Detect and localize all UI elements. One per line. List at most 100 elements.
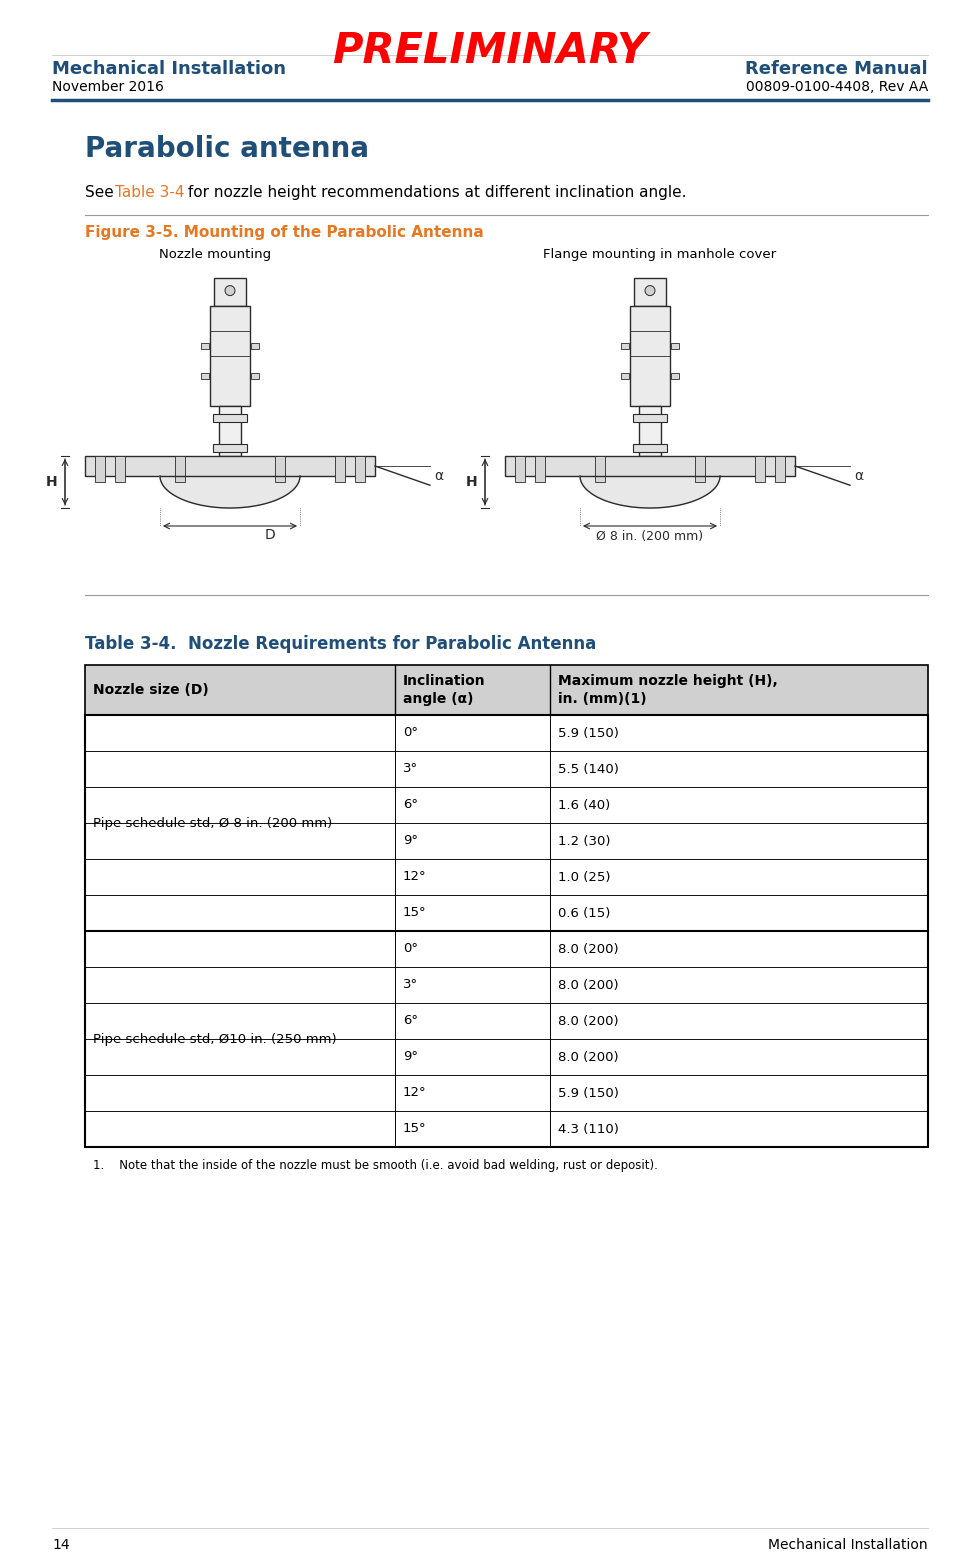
Text: Flange mounting in manhole cover: Flange mounting in manhole cover <box>543 248 776 261</box>
Text: 8.0 (200): 8.0 (200) <box>557 1050 618 1064</box>
Text: Reference Manual: Reference Manual <box>744 61 927 78</box>
Bar <box>634 278 665 306</box>
Bar <box>85 787 927 823</box>
Bar <box>200 343 208 349</box>
Polygon shape <box>579 477 719 508</box>
Text: α: α <box>433 469 443 483</box>
Bar <box>754 457 764 481</box>
Bar <box>85 714 927 1148</box>
Bar <box>775 457 784 481</box>
Text: 6°: 6° <box>403 1014 418 1028</box>
Bar <box>85 895 927 930</box>
Bar <box>275 457 285 481</box>
Bar <box>505 457 794 477</box>
Text: 3°: 3° <box>403 763 418 775</box>
Text: 9°: 9° <box>403 1050 418 1064</box>
Text: 12°: 12° <box>403 871 426 884</box>
Bar <box>620 373 628 379</box>
Bar <box>213 444 246 452</box>
Bar <box>85 714 927 752</box>
Text: PRELIMINARY: PRELIMINARY <box>332 30 646 71</box>
Bar <box>639 405 660 457</box>
Bar <box>250 343 259 349</box>
Text: H: H <box>465 475 476 489</box>
Bar <box>213 415 246 422</box>
Bar <box>85 1039 927 1075</box>
Text: Pipe schedule std, Ø 8 in. (200 mm): Pipe schedule std, Ø 8 in. (200 mm) <box>93 817 332 829</box>
Text: 15°: 15° <box>403 907 426 919</box>
Text: See: See <box>85 185 118 200</box>
Text: Mechanical Installation: Mechanical Installation <box>768 1537 927 1551</box>
Text: 1.0 (25): 1.0 (25) <box>557 871 610 884</box>
Text: Table 3-4: Table 3-4 <box>114 185 184 200</box>
Circle shape <box>645 286 654 295</box>
Text: 0°: 0° <box>403 727 418 739</box>
Bar <box>85 930 927 968</box>
Bar <box>670 343 679 349</box>
Text: 8.0 (200): 8.0 (200) <box>557 978 618 991</box>
Text: 14: 14 <box>52 1537 69 1551</box>
Text: November 2016: November 2016 <box>52 81 163 95</box>
Bar <box>694 457 704 481</box>
Bar <box>85 665 927 714</box>
Bar <box>670 373 679 379</box>
Bar <box>633 415 666 422</box>
Text: 0.6 (15): 0.6 (15) <box>557 907 609 919</box>
Bar <box>85 1075 927 1110</box>
Text: Pipe schedule std, Ø10 in. (250 mm): Pipe schedule std, Ø10 in. (250 mm) <box>93 1033 336 1045</box>
Text: α: α <box>853 469 863 483</box>
Bar <box>355 457 365 481</box>
Text: 12°: 12° <box>403 1087 426 1100</box>
Text: 4.3 (110): 4.3 (110) <box>557 1123 618 1135</box>
Bar <box>334 457 344 481</box>
Bar <box>85 752 927 787</box>
Bar <box>595 457 604 481</box>
Text: 15°: 15° <box>403 1123 426 1135</box>
Bar <box>219 405 241 457</box>
Bar <box>514 457 524 481</box>
Bar <box>620 343 628 349</box>
Bar <box>95 457 105 481</box>
Bar <box>85 823 927 859</box>
Text: 5.5 (140): 5.5 (140) <box>557 763 618 775</box>
Bar <box>85 1003 927 1039</box>
Text: Mechanical Installation: Mechanical Installation <box>52 61 286 78</box>
Text: for nozzle height recommendations at different inclination angle.: for nozzle height recommendations at dif… <box>183 185 686 200</box>
Text: Inclination
angle (α): Inclination angle (α) <box>403 674 485 705</box>
Text: 8.0 (200): 8.0 (200) <box>557 943 618 955</box>
Text: Maximum nozzle height (H),
in. (mm)(1): Maximum nozzle height (H), in. (mm)(1) <box>557 674 777 705</box>
Text: 6°: 6° <box>403 798 418 812</box>
Bar <box>85 1110 927 1148</box>
Bar <box>85 859 927 895</box>
Bar <box>85 968 927 1003</box>
Text: Figure 3-5. Mounting of the Parabolic Antenna: Figure 3-5. Mounting of the Parabolic An… <box>85 225 483 241</box>
Text: H: H <box>45 475 57 489</box>
Bar <box>200 373 208 379</box>
Bar <box>85 457 375 477</box>
Text: 5.9 (150): 5.9 (150) <box>557 1087 618 1100</box>
Text: 3°: 3° <box>403 978 418 991</box>
Polygon shape <box>159 477 299 508</box>
Text: 1.    Note that the inside of the nozzle must be smooth (i.e. avoid bad welding,: 1. Note that the inside of the nozzle mu… <box>93 1159 657 1173</box>
Circle shape <box>225 286 235 295</box>
Text: 00809-0100-4408, Rev AA: 00809-0100-4408, Rev AA <box>745 81 927 95</box>
Text: Nozzle size (D): Nozzle size (D) <box>93 683 208 697</box>
Text: 0°: 0° <box>403 943 418 955</box>
Bar <box>630 306 669 405</box>
Text: 1.6 (40): 1.6 (40) <box>557 798 609 812</box>
Text: 8.0 (200): 8.0 (200) <box>557 1014 618 1028</box>
Bar <box>210 306 249 405</box>
Text: 9°: 9° <box>403 834 418 848</box>
Text: Parabolic antenna: Parabolic antenna <box>85 135 369 163</box>
Bar <box>214 278 245 306</box>
Text: Ø 8 in. (200 mm): Ø 8 in. (200 mm) <box>596 530 703 544</box>
Bar <box>175 457 185 481</box>
Text: 1.2 (30): 1.2 (30) <box>557 834 610 848</box>
Text: Nozzle mounting: Nozzle mounting <box>158 248 271 261</box>
Text: D: D <box>264 528 275 542</box>
Bar <box>534 457 545 481</box>
Text: 5.9 (150): 5.9 (150) <box>557 727 618 739</box>
Text: Table 3-4.  Nozzle Requirements for Parabolic Antenna: Table 3-4. Nozzle Requirements for Parab… <box>85 635 596 652</box>
Bar <box>114 457 125 481</box>
Bar <box>633 444 666 452</box>
